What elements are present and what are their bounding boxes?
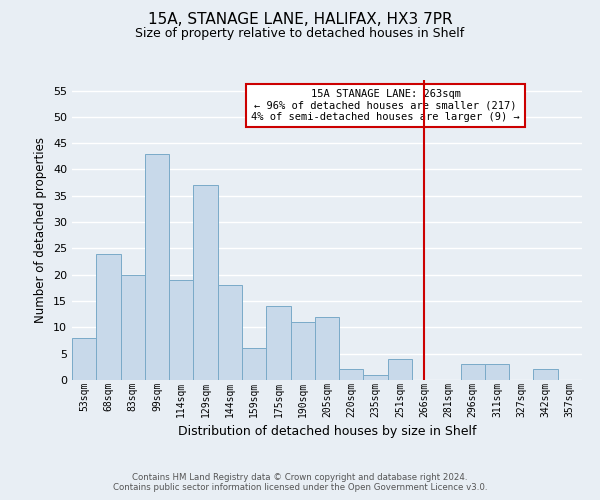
- Bar: [485, 364, 509, 380]
- Bar: [121, 274, 145, 380]
- Bar: [339, 370, 364, 380]
- Text: 15A, STANAGE LANE, HALIFAX, HX3 7PR: 15A, STANAGE LANE, HALIFAX, HX3 7PR: [148, 12, 452, 28]
- Bar: [96, 254, 121, 380]
- Text: Contains HM Land Registry data © Crown copyright and database right 2024.
Contai: Contains HM Land Registry data © Crown c…: [113, 473, 487, 492]
- Bar: [461, 364, 485, 380]
- Bar: [290, 322, 315, 380]
- Bar: [218, 286, 242, 380]
- Bar: [72, 338, 96, 380]
- Bar: [145, 154, 169, 380]
- Bar: [533, 370, 558, 380]
- Bar: [315, 317, 339, 380]
- Text: Size of property relative to detached houses in Shelf: Size of property relative to detached ho…: [136, 28, 464, 40]
- Text: 15A STANAGE LANE: 263sqm
← 96% of detached houses are smaller (217)
4% of semi-d: 15A STANAGE LANE: 263sqm ← 96% of detach…: [251, 89, 520, 122]
- Bar: [364, 374, 388, 380]
- Y-axis label: Number of detached properties: Number of detached properties: [34, 137, 47, 323]
- X-axis label: Distribution of detached houses by size in Shelf: Distribution of detached houses by size …: [178, 425, 476, 438]
- Bar: [266, 306, 290, 380]
- Bar: [242, 348, 266, 380]
- Bar: [169, 280, 193, 380]
- Bar: [193, 186, 218, 380]
- Bar: [388, 359, 412, 380]
